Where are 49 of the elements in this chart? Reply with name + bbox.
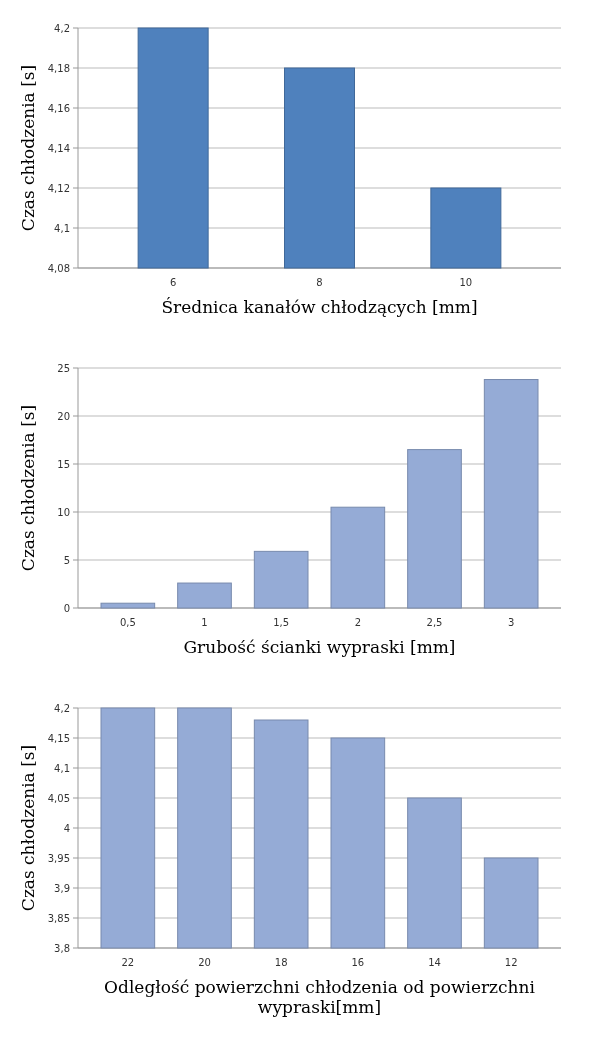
y-tick-label: 3,85 [47,912,70,924]
y-tick-label: 4,12 [47,182,70,194]
bar [100,602,156,609]
y-tick-label: 3,9 [54,882,70,894]
x-tick-label: 20 [198,957,211,968]
y-tick-label: 4,15 [47,732,70,744]
x-tick-label: 2,5 [426,617,443,628]
x-tick-label: 12 [504,957,518,968]
y-tick-label: 4,2 [54,22,70,34]
x-tick-label: 6 [169,277,177,288]
y-tick-label: 4,14 [47,142,70,154]
y-tick-label: 4,16 [47,102,70,114]
bar [253,550,309,609]
y-tick-label: 4 [63,822,70,834]
x-tick-label: 2 [354,617,362,628]
x-tick-label: 10 [459,277,473,288]
x-tick-label: 3 [507,617,515,628]
y-axis-title: Czas chłodzenia [s] [18,404,38,572]
x-tick-label: 22 [121,957,135,968]
x-tick-label: 1 [201,617,208,628]
x-tick-label: 18 [274,957,288,968]
bar [407,449,462,609]
y-axis-title: Czas chłodzenia [s] [18,744,38,912]
x-tick-label: 0,5 [119,617,136,628]
y-tick-label: 4,05 [47,792,70,804]
y-tick-label: 4,1 [54,762,70,774]
x-tick-label: 1,5 [273,617,290,628]
y-tick-label: 4,2 [54,702,70,714]
x-tick-label: 14 [428,957,441,968]
x-axis-title: Średnica kanałów chłodzących [mm] [161,297,478,317]
y-tick-label: 20 [57,410,70,422]
bar [483,379,539,609]
y-tick-label: 15 [57,458,70,470]
y-tick-label: 3,95 [47,852,70,864]
y-tick-label: 4,1 [54,222,70,234]
y-tick-label: 5 [63,554,70,566]
x-tick-label: 8 [316,277,323,288]
x-axis-title: Odległość powierzchni chłodzenia od powierzchni wypraski[mm] [104,977,536,1017]
y-tick-label: 3,8 [54,942,70,954]
y-tick-label: 25 [57,362,70,374]
y-axis-title: Czas chłodzenia [s] [18,64,38,232]
x-tick-label: 16 [351,957,365,968]
y-tick-label: 10 [57,506,70,518]
y-tick-label: 0 [63,602,70,614]
bar [177,582,232,609]
bar [330,506,386,609]
y-tick-label: 4,08 [47,262,70,274]
x-axis-title: Grubość ścianki wypraski [mm] [183,637,456,657]
y-tick-label: 4,18 [47,62,70,74]
